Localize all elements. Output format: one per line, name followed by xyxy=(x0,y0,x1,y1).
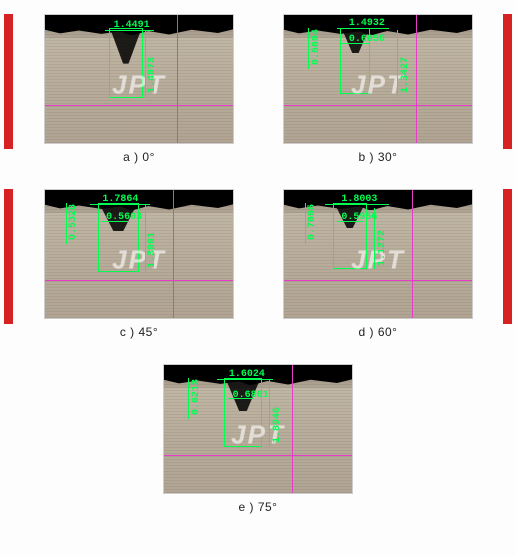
decorative-red-bar xyxy=(4,189,13,324)
measurement-box xyxy=(109,28,143,98)
measurement-line xyxy=(66,203,67,244)
measurement-line xyxy=(397,30,398,97)
measurement-text: 1.8003 xyxy=(340,194,378,205)
measurement-text: 1.4932 xyxy=(348,18,386,29)
measurement-text: 1.8946 xyxy=(272,406,283,444)
panel-caption-a: a ) 0° xyxy=(44,150,234,164)
measurement-text: 0.5603 xyxy=(105,212,143,223)
micrograph-b: JPT1.49320.68500.56941.3427 xyxy=(283,14,473,144)
decorative-red-bar xyxy=(503,14,512,149)
crosshair-horizontal xyxy=(284,280,472,281)
panel-caption-c: c ) 45° xyxy=(44,325,234,339)
measurement-line xyxy=(308,28,309,69)
micrograph-e: JPT1.60240.68610.62131.8946 xyxy=(163,364,353,494)
measurement-text: 0.5694 xyxy=(311,28,322,66)
measurement-line xyxy=(145,30,146,97)
crosshair-vertical xyxy=(412,190,413,318)
measurement-text: 0.6850 xyxy=(348,34,386,45)
measurement-value: 0.5603 xyxy=(105,213,143,223)
measurement-value: 0.6850 xyxy=(348,35,386,45)
measurement-line xyxy=(305,203,306,244)
measurement-text: 1.4973 xyxy=(147,56,158,94)
measurement-value: 1.8003 xyxy=(340,195,378,205)
measurement-line xyxy=(269,380,270,447)
crosshair-horizontal xyxy=(45,105,233,106)
crosshair-horizontal xyxy=(284,105,472,106)
measurement-value: 1.6024 xyxy=(228,370,266,380)
measurement-line xyxy=(374,208,375,269)
measurement-line xyxy=(188,378,189,419)
measurement-value: 0.6213 xyxy=(192,378,202,416)
measurement-value: 1.4932 xyxy=(348,19,386,29)
measurement-value: 1.3991 xyxy=(148,231,158,269)
measurement-value: 0.5694 xyxy=(312,28,322,66)
micrograph-d: JPT1.80030.59560.76951.1272 xyxy=(283,189,473,319)
figure-grid: JPT1.44911.4973a ) 0°JPT1.49320.68500.56… xyxy=(0,0,516,555)
measurement-text: 1.3427 xyxy=(400,56,411,94)
measurement-value: 0.7695 xyxy=(308,203,318,241)
measurement-text: 1.3991 xyxy=(147,231,158,269)
measurement-value: 1.8946 xyxy=(273,406,283,444)
measurement-text: 0.5956 xyxy=(340,212,378,223)
panel-e: JPT1.60240.68610.62131.8946e ) 75° xyxy=(163,364,353,514)
crosshair-horizontal xyxy=(164,455,352,456)
panel-caption-d: d ) 60° xyxy=(283,325,473,339)
micrograph-a: JPT1.44911.4973 xyxy=(44,14,234,144)
measurement-text: 0.5328 xyxy=(68,203,79,241)
measurement-text: 1.1272 xyxy=(377,229,388,267)
measurement-value: 1.3427 xyxy=(401,56,411,94)
decorative-red-bar xyxy=(503,189,512,324)
panel-caption-b: b ) 30° xyxy=(283,150,473,164)
measurement-text: 0.6213 xyxy=(191,378,202,416)
crosshair-vertical xyxy=(177,15,178,143)
panel-caption-e: e ) 75° xyxy=(163,500,353,514)
crosshair-vertical xyxy=(292,365,293,493)
measurement-value: 0.6861 xyxy=(232,391,270,401)
measurement-text: 1.6024 xyxy=(228,369,266,380)
measurement-value: 0.5956 xyxy=(340,213,378,223)
micrograph-c: JPT1.78640.56030.53281.3991 xyxy=(44,189,234,319)
panel-d: JPT1.80030.59560.76951.1272d ) 60° xyxy=(283,189,473,339)
measurement-value: 1.1272 xyxy=(378,229,388,267)
measurement-text: 0.7695 xyxy=(307,203,318,241)
measurement-box xyxy=(224,378,262,447)
panel-c: JPT1.78640.56030.53281.3991c ) 45° xyxy=(44,189,234,339)
measurement-line xyxy=(145,205,146,272)
crosshair-horizontal xyxy=(45,280,233,281)
decorative-red-bar xyxy=(4,14,13,149)
panel-b: JPT1.49320.68500.56941.3427b ) 30° xyxy=(283,14,473,164)
measurement-text: 1.7864 xyxy=(101,194,139,205)
crosshair-vertical xyxy=(173,190,174,318)
measurement-value: 0.5328 xyxy=(69,203,79,241)
panel-a: JPT1.44911.4973 a ) 0° xyxy=(44,14,234,164)
measurement-value: 1.4973 xyxy=(148,56,158,94)
crosshair-vertical xyxy=(416,15,417,143)
measurement-value: 1.7864 xyxy=(101,195,139,205)
measurement-text: 0.6861 xyxy=(232,390,270,401)
